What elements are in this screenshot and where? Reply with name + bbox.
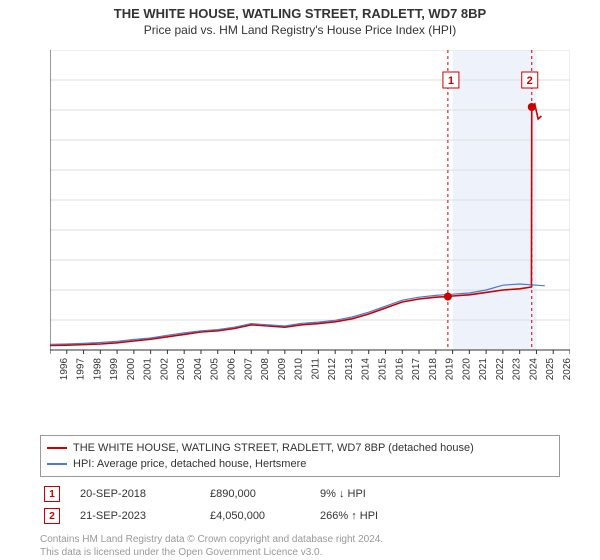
marker-date: 21-SEP-2023 [80, 510, 190, 522]
svg-text:1998: 1998 [92, 358, 103, 381]
svg-text:2018: 2018 [428, 358, 439, 381]
svg-text:2014: 2014 [361, 358, 372, 381]
marker-row: 1 20-SEP-2018 £890,000 9% ↓ HPI [40, 483, 560, 505]
chart-area: £0£500K£1M£1.5M£2M£2.5M£3M£3.5M£4M£4.5M£… [50, 50, 570, 390]
legend-swatch-property [47, 447, 67, 449]
line-chart: £0£500K£1M£1.5M£2M£2.5M£3M£3.5M£4M£4.5M£… [50, 50, 570, 390]
svg-text:2016: 2016 [394, 358, 405, 381]
legend-label-hpi: HPI: Average price, detached house, Hert… [73, 456, 306, 472]
svg-text:2019: 2019 [445, 358, 456, 381]
svg-text:2011: 2011 [310, 358, 321, 380]
svg-text:2005: 2005 [210, 358, 221, 381]
marker-row: 2 21-SEP-2023 £4,050,000 266% ↑ HPI [40, 505, 560, 527]
svg-text:2013: 2013 [344, 358, 355, 381]
svg-text:2026: 2026 [562, 358, 570, 381]
svg-text:2023: 2023 [512, 358, 523, 381]
svg-text:2012: 2012 [327, 358, 338, 381]
svg-text:2021: 2021 [478, 358, 489, 381]
footer-line-2: This data is licensed under the Open Gov… [40, 546, 560, 559]
svg-text:2004: 2004 [193, 358, 204, 381]
legend-row-hpi: HPI: Average price, detached house, Hert… [47, 456, 553, 472]
legend-box: THE WHITE HOUSE, WATLING STREET, RADLETT… [40, 435, 560, 477]
svg-text:2017: 2017 [411, 358, 422, 381]
legend-row-property: THE WHITE HOUSE, WATLING STREET, RADLETT… [47, 440, 553, 456]
footer: Contains HM Land Registry data © Crown c… [40, 527, 560, 559]
svg-text:2007: 2007 [243, 358, 254, 381]
marker-pct: 266% ↑ HPI [320, 510, 430, 522]
svg-text:2010: 2010 [294, 358, 305, 381]
svg-text:2009: 2009 [277, 358, 288, 381]
chart-title: THE WHITE HOUSE, WATLING STREET, RADLETT… [0, 0, 600, 21]
svg-text:2006: 2006 [227, 358, 238, 381]
svg-text:1999: 1999 [109, 358, 120, 381]
marker-pct: 9% ↓ HPI [320, 488, 430, 500]
svg-text:2000: 2000 [126, 358, 137, 381]
chart-subtitle: Price paid vs. HM Land Registry's House … [0, 21, 600, 37]
svg-text:2: 2 [527, 75, 533, 87]
marker-table: 1 20-SEP-2018 £890,000 9% ↓ HPI 2 21-SEP-2023… [40, 483, 560, 527]
svg-text:1996: 1996 [59, 358, 70, 381]
marker-price: £4,050,000 [210, 510, 300, 522]
svg-text:1995: 1995 [50, 358, 53, 381]
legend-label-property: THE WHITE HOUSE, WATLING STREET, RADLETT… [73, 440, 474, 456]
svg-text:1: 1 [448, 75, 454, 87]
svg-text:2022: 2022 [495, 358, 506, 381]
svg-text:2020: 2020 [461, 358, 472, 381]
svg-text:2024: 2024 [528, 358, 539, 381]
legend-swatch-hpi [47, 463, 67, 465]
footer-line-1: Contains HM Land Registry data © Crown c… [40, 533, 560, 546]
svg-text:2025: 2025 [545, 358, 556, 381]
marker-badge: 1 [44, 486, 60, 502]
marker-badge: 2 [44, 508, 60, 524]
marker-price: £890,000 [210, 488, 300, 500]
marker-date: 20-SEP-2018 [80, 488, 190, 500]
svg-text:2008: 2008 [260, 358, 271, 381]
svg-text:2002: 2002 [159, 358, 170, 381]
svg-text:1997: 1997 [76, 358, 87, 381]
svg-text:2001: 2001 [143, 358, 154, 381]
svg-text:2003: 2003 [176, 358, 187, 381]
svg-text:2015: 2015 [377, 358, 388, 381]
